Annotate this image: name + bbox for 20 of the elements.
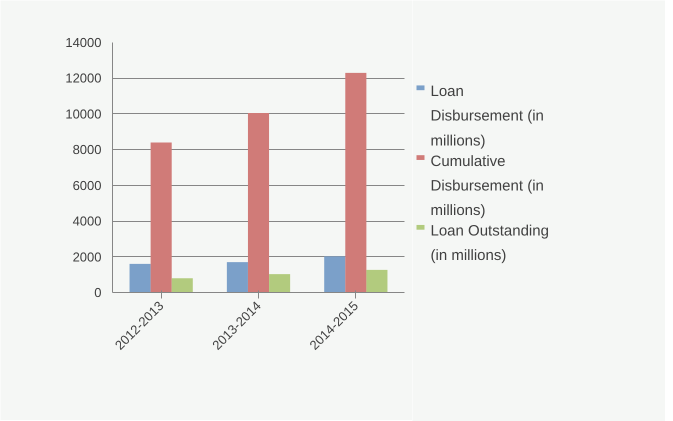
y-tick-label: 2000	[72, 249, 102, 264]
bar	[345, 72, 366, 292]
bar	[324, 256, 346, 292]
bar	[248, 113, 270, 292]
bar	[150, 142, 172, 292]
bar	[172, 278, 193, 292]
bar	[269, 274, 290, 292]
bar	[226, 262, 248, 292]
y-tick-label: 14000	[65, 35, 102, 50]
bar	[366, 270, 388, 292]
legend-label: Loan Outstanding (in millions)	[430, 222, 549, 264]
bar	[130, 264, 151, 292]
y-tick-label: 10000	[65, 106, 102, 122]
y-tick-label: 0	[94, 285, 102, 300]
y-tick-label: 6000	[72, 178, 102, 193]
y-tick-label: 8000	[72, 142, 102, 158]
y-tick-label: 12000	[65, 70, 102, 86]
legend-label: Cumulative Disbursement (in millions)	[430, 152, 544, 220]
legend-label: Loan Disbursement (in millions)	[430, 83, 544, 150]
y-tick-label: 4000	[72, 214, 102, 229]
